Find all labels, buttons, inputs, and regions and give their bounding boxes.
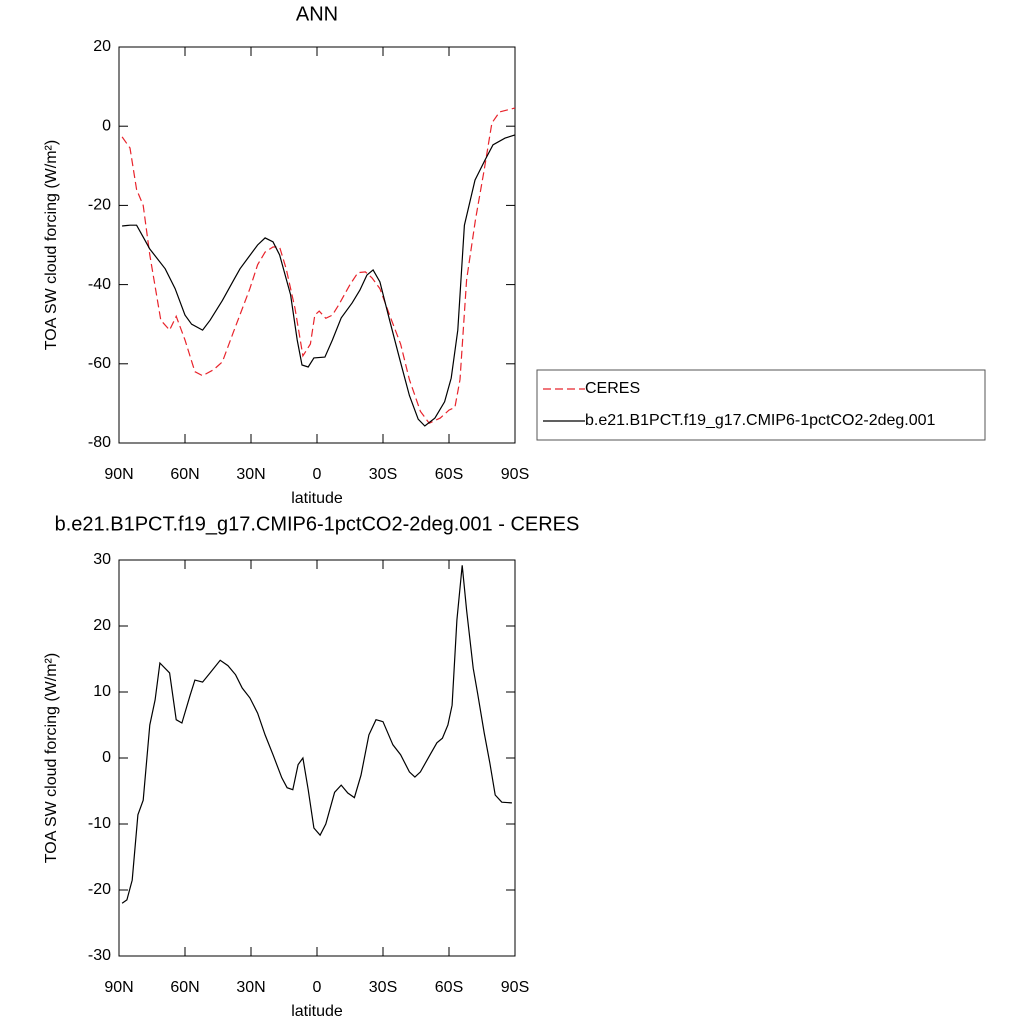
x-tick-label: 60N	[170, 979, 199, 996]
series-line	[121, 107, 516, 424]
chart-title: b.e21.B1PCT.f19_g17.CMIP6-1pctCO2-2deg.0…	[55, 513, 580, 535]
x-tick-label: 90N	[104, 466, 133, 483]
y-tick-label: -20	[88, 197, 111, 214]
x-tick-label: 30S	[369, 979, 397, 996]
y-tick-label: 0	[102, 117, 111, 134]
x-tick-label: 0	[313, 466, 322, 483]
x-axis-label: latitude	[291, 490, 343, 507]
x-axis-label: latitude	[291, 1003, 343, 1020]
legend-box	[536, 369, 986, 441]
y-tick-label: -40	[88, 276, 111, 293]
y-tick-label: 10	[93, 683, 111, 700]
y-tick-label: -20	[88, 881, 111, 898]
series-line	[121, 565, 512, 904]
x-tick-label: 30S	[369, 466, 397, 483]
plot-frame	[118, 559, 516, 957]
legend-label: b.e21.B1PCT.f19_g17.CMIP6-1pctCO2-2deg.0…	[585, 412, 936, 429]
y-tick-label: -10	[88, 815, 111, 832]
legend-label: CERES	[585, 380, 640, 397]
y-tick-label: 20	[93, 38, 111, 55]
x-tick-label: 90S	[501, 979, 529, 996]
y-tick-label: -60	[88, 355, 111, 372]
y-axis-label: TOA SW cloud forcing (W/m²)	[43, 653, 60, 863]
y-tick-label: -30	[88, 947, 111, 964]
y-tick-label: 20	[93, 617, 111, 634]
y-tick-label: -80	[88, 434, 111, 451]
x-tick-label: 90N	[104, 979, 133, 996]
x-tick-label: 0	[313, 979, 322, 996]
series-line	[122, 134, 516, 427]
y-tick-label: 30	[93, 551, 111, 568]
x-tick-label: 60N	[170, 466, 199, 483]
x-tick-label: 60S	[435, 466, 463, 483]
x-tick-label: 90S	[501, 466, 529, 483]
x-tick-label: 60S	[435, 979, 463, 996]
chart-title: ANN	[296, 3, 338, 25]
plot-frame	[118, 46, 516, 444]
y-tick-label: 0	[102, 749, 111, 766]
y-axis-label: TOA SW cloud forcing (W/m²)	[43, 140, 60, 350]
x-tick-label: 30N	[236, 979, 265, 996]
x-tick-label: 30N	[236, 466, 265, 483]
